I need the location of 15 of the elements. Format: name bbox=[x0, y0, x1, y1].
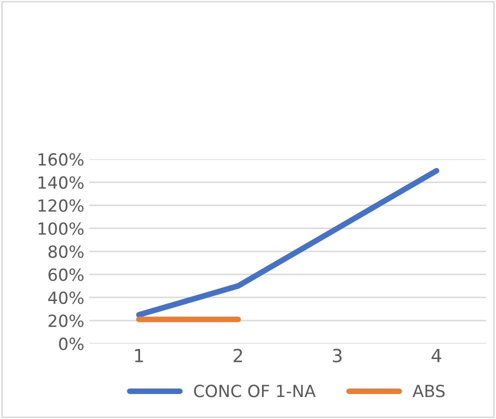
y-tick-label: 120% bbox=[38, 199, 84, 212]
y-tick-label: 100% bbox=[38, 222, 84, 235]
legend-label: ABS bbox=[412, 384, 445, 398]
x-tick-label: 3 bbox=[332, 348, 342, 362]
x-tick-label: 2 bbox=[234, 348, 242, 362]
y-tick-label: 160% bbox=[38, 153, 84, 166]
legend-label: CONC OF 1-NA bbox=[194, 384, 316, 398]
x-tick-label: 1 bbox=[135, 348, 143, 362]
y-tick-label: 20% bbox=[48, 314, 84, 328]
x-tick-label: 4 bbox=[432, 348, 442, 362]
y-tick-label: 60% bbox=[48, 268, 84, 282]
y-tick-label: 40% bbox=[48, 291, 84, 304]
y-tick-label: 140% bbox=[38, 176, 84, 189]
y-tick-label: 0% bbox=[59, 338, 84, 350]
y-tick-label: 80% bbox=[48, 245, 84, 258]
